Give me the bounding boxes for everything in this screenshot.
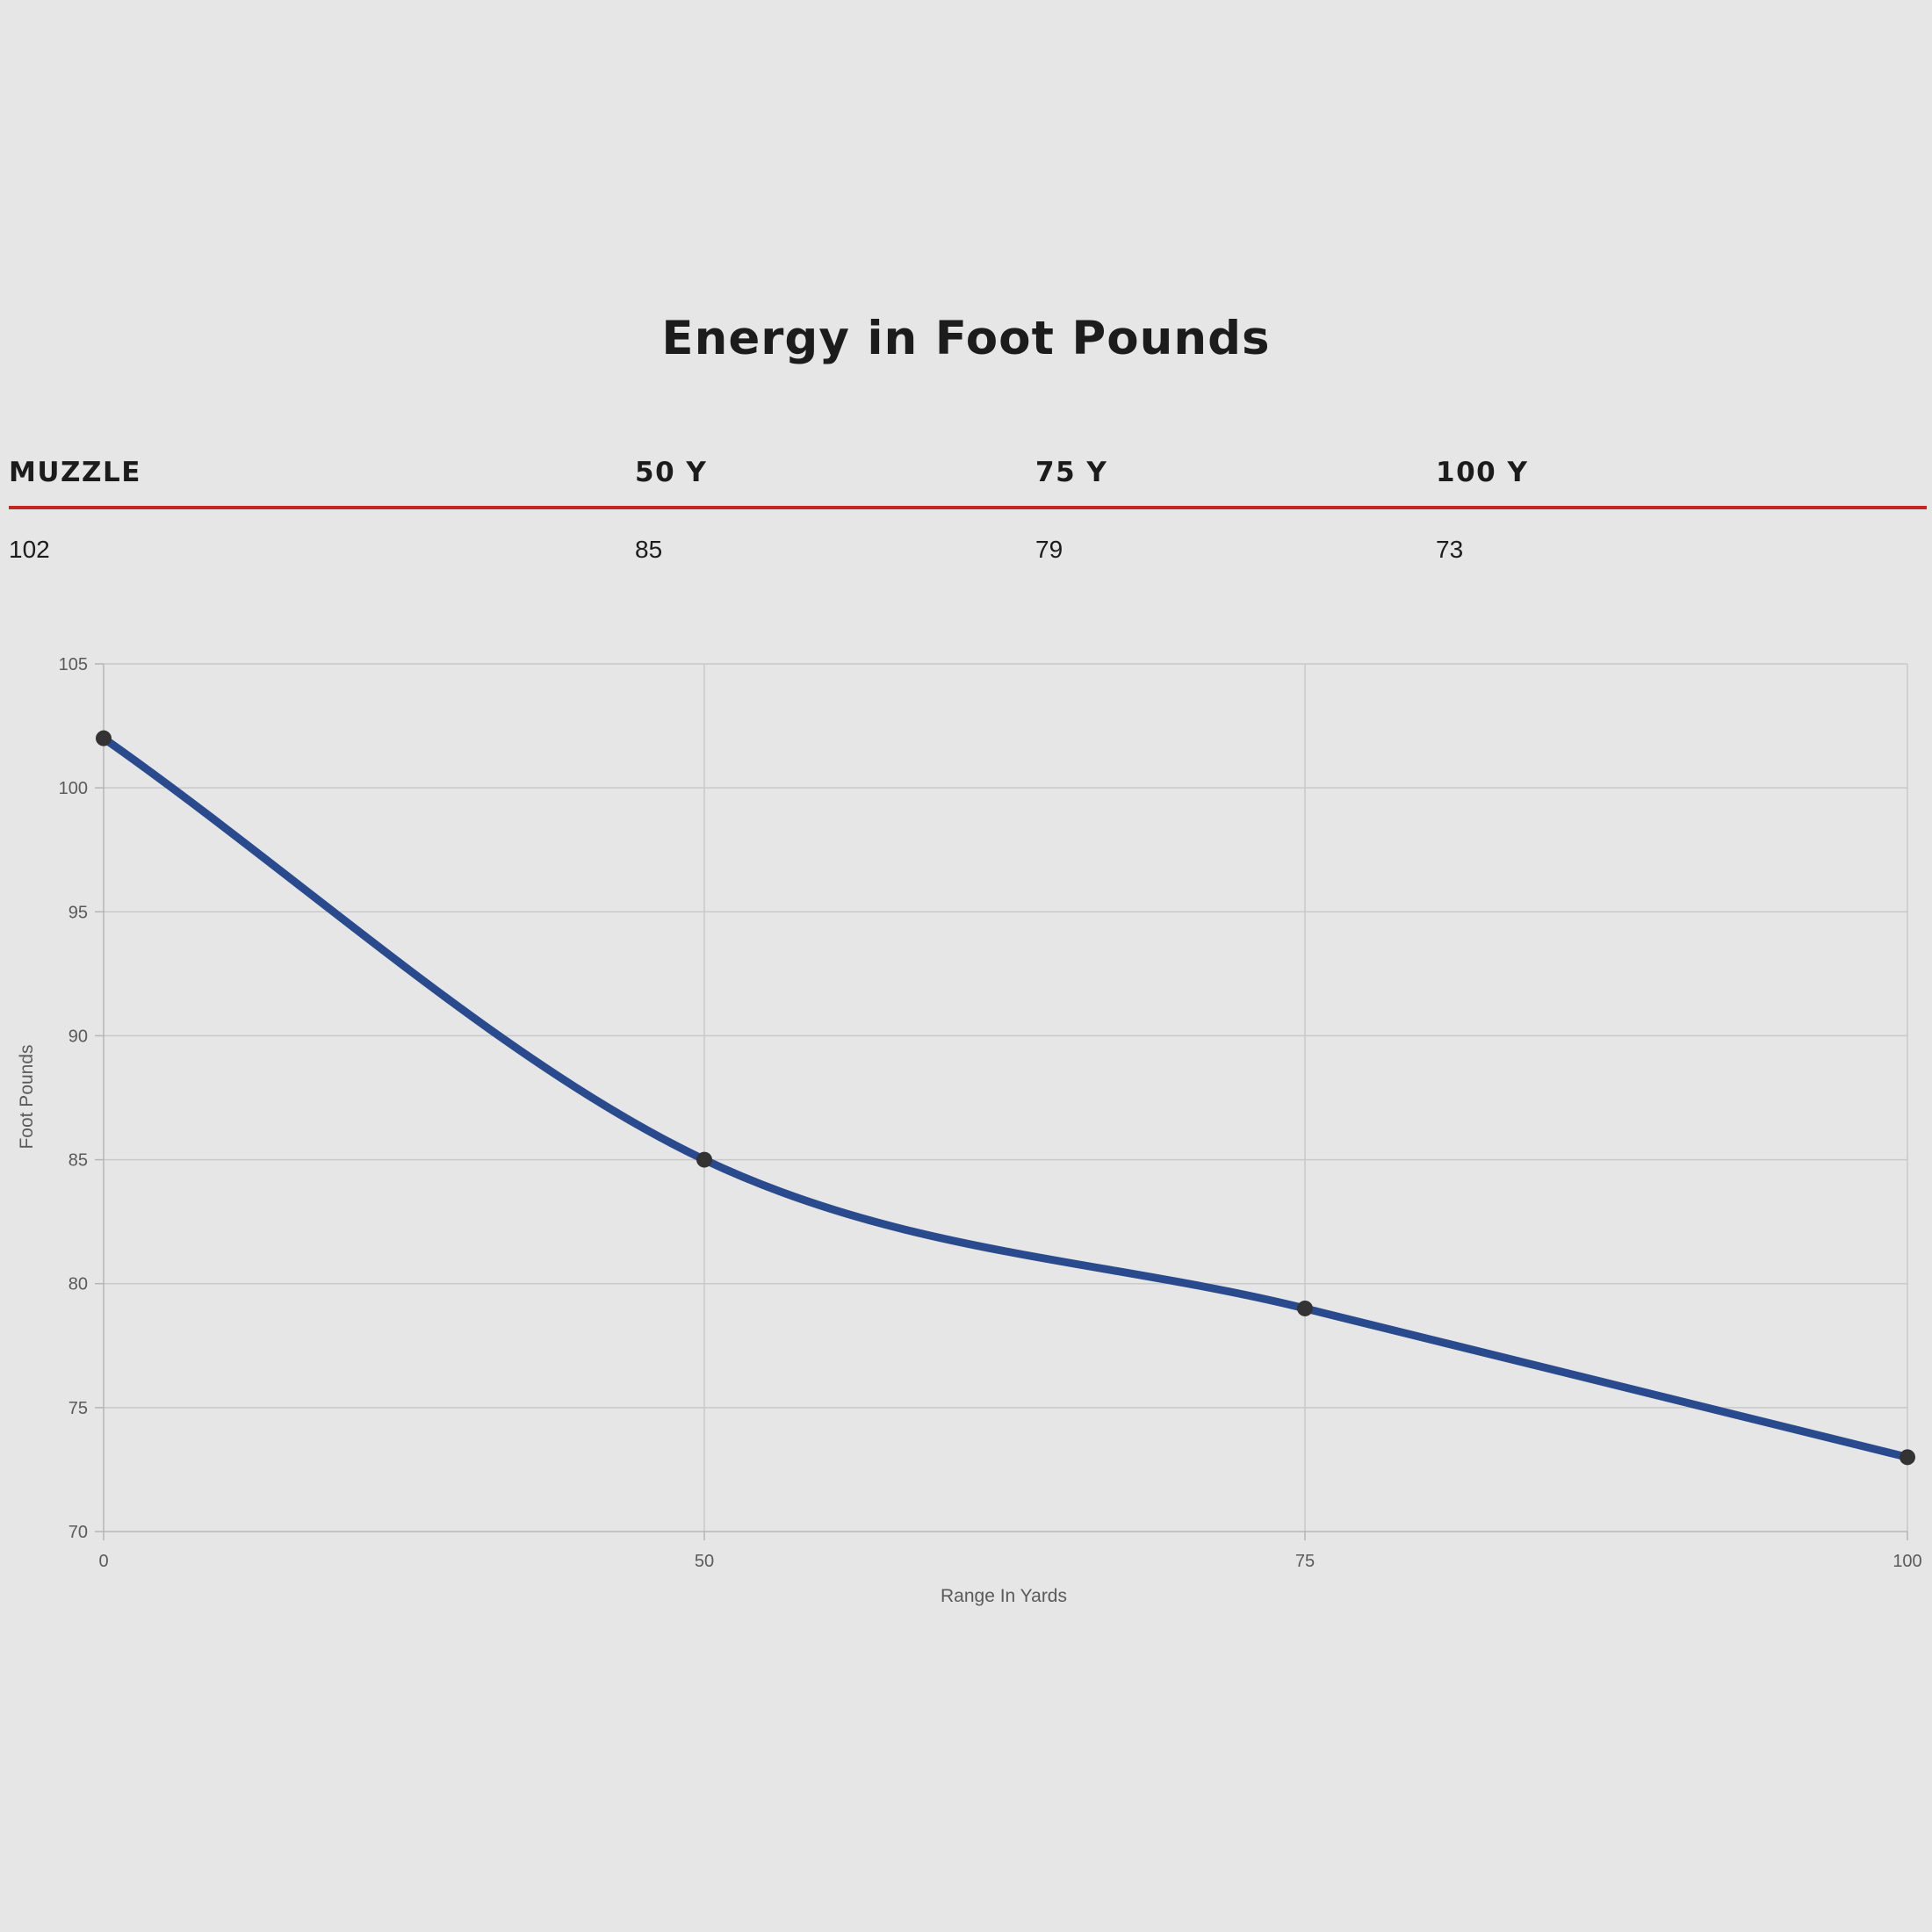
y-tick-label: 100 bbox=[59, 779, 88, 798]
y-tick-label: 80 bbox=[68, 1275, 88, 1294]
column-header: 50 Y bbox=[635, 457, 708, 488]
column-header: 75 Y bbox=[1035, 457, 1108, 488]
y-tick-label: 70 bbox=[68, 1523, 88, 1542]
column-header: 100 Y bbox=[1436, 457, 1529, 488]
column-value: 79 bbox=[1035, 536, 1063, 563]
data-point bbox=[96, 730, 112, 746]
series-line bbox=[99, 734, 1912, 1461]
y-axis-ticks: 70 75 80 85 90 95 100 105 bbox=[59, 655, 104, 1542]
y-tick-label: 105 bbox=[59, 655, 88, 674]
energy-table: MUZZLE 102 50 Y 85 75 Y 79 100 Y 73 bbox=[9, 439, 1927, 580]
x-tick-label: 75 bbox=[1295, 1552, 1315, 1571]
x-tick-label: 100 bbox=[1892, 1552, 1921, 1571]
column-header: MUZZLE bbox=[9, 457, 141, 488]
chart-points bbox=[96, 730, 1915, 1466]
column-value: 85 bbox=[635, 536, 663, 563]
chart-series bbox=[99, 734, 1912, 1461]
x-axis-ticks: 0 50 75 100 bbox=[98, 1532, 1922, 1571]
chart-title: Energy in Foot Pounds bbox=[661, 312, 1271, 365]
y-tick-label: 85 bbox=[68, 1151, 88, 1171]
chart-axes bbox=[103, 664, 1907, 1532]
y-axis-title: Foot Pounds bbox=[17, 1044, 37, 1149]
y-tick-label: 95 bbox=[68, 903, 88, 922]
column-value: 73 bbox=[1436, 536, 1464, 563]
data-point bbox=[1900, 1449, 1915, 1466]
chart-grid bbox=[104, 663, 1908, 1532]
x-tick-label: 0 bbox=[98, 1552, 108, 1571]
y-tick-label: 75 bbox=[68, 1399, 88, 1418]
x-axis-title: Range In Yards bbox=[941, 1586, 1067, 1606]
column-value: 102 bbox=[9, 536, 50, 563]
data-point bbox=[696, 1151, 712, 1168]
data-point bbox=[1297, 1300, 1313, 1316]
x-tick-label: 50 bbox=[695, 1552, 714, 1571]
table-divider bbox=[9, 506, 1927, 509]
y-tick-label: 90 bbox=[68, 1027, 88, 1046]
